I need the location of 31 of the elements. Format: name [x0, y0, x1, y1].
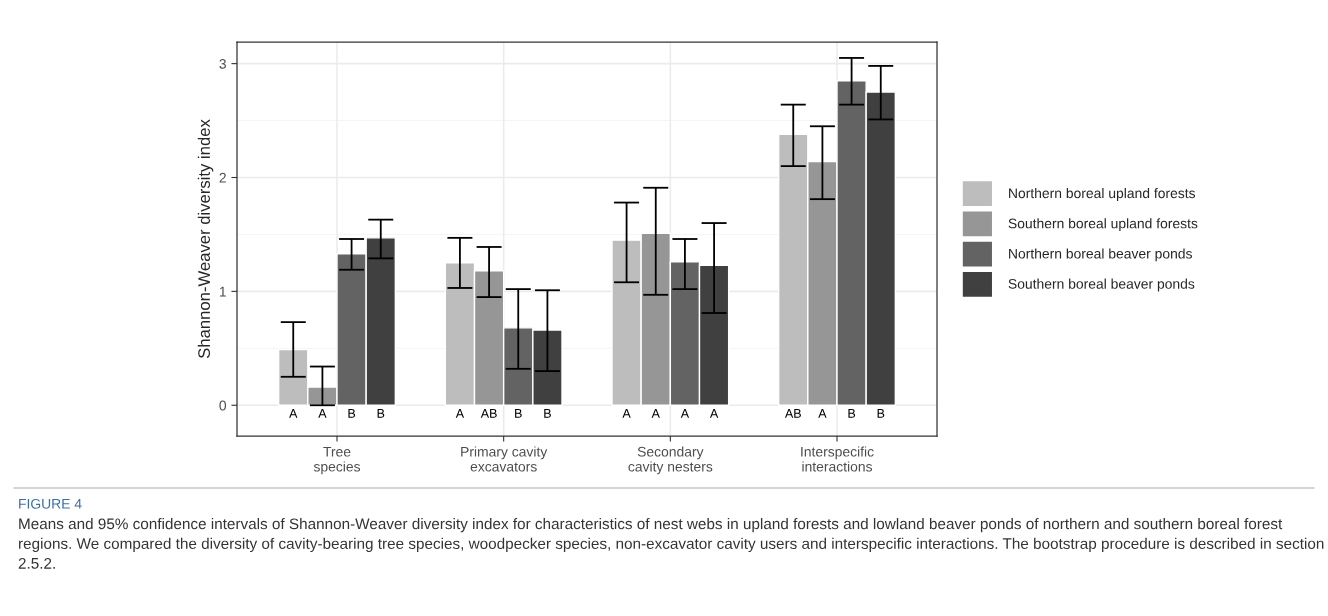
- data-label: A: [651, 409, 660, 418]
- legend-label: Northern boreal beaver ponds: [1009, 248, 1192, 262]
- data-label: A: [289, 409, 298, 418]
- data-label: B: [848, 409, 856, 418]
- caption: FIGURE 4: [19, 498, 82, 509]
- x-tick-label: Primary cavity excavators: [461, 446, 548, 472]
- x-tick-label: Secondary cavity nesters: [628, 446, 713, 475]
- x-tick-label: Tree species: [313, 446, 361, 475]
- y-axis-title: Shannon-Weaver diversity index: [197, 119, 214, 359]
- text: Means and 95% confidence intervals of Shannon-Weaver diversity index for characteristics of nest webs in upland forests and lowland beaver ponds of northern and southern boreal forest regions. We compared the diversity of cavity-bearing tree species, woodpecker species, non-excavator cavity users and interspecific interactions. The bootstrap procedure is described in section 2.5.2.: [18, 518, 1324, 569]
- data-label: AB: [784, 409, 801, 418]
- data-label: A: [318, 409, 327, 418]
- data-label: A: [455, 409, 465, 418]
- y-tick-label: 0: [219, 400, 227, 411]
- legend-label: Southern boreal beaver ponds: [1008, 278, 1195, 292]
- data-label: A: [818, 409, 827, 418]
- data-label: B: [544, 409, 551, 418]
- data-label: A: [680, 409, 690, 418]
- data-label: A: [622, 409, 631, 418]
- data-label: A: [709, 409, 719, 418]
- data-label: B: [377, 409, 385, 418]
- data-label: AB: [480, 409, 497, 418]
- data-label: B: [515, 409, 522, 418]
- legend-label: Northern boreal upland forests: [1009, 187, 1196, 201]
- data-label: B: [348, 409, 356, 418]
- data-label: B: [877, 409, 885, 418]
- legend-label: Southern boreal upland forests: [1008, 218, 1198, 232]
- y-tick-label: 3: [219, 58, 226, 69]
- y-tick-label: 1: [219, 286, 226, 297]
- y-tick-label: 2: [219, 172, 226, 183]
- x-tick-label: Interspecific interactions: [801, 446, 874, 472]
